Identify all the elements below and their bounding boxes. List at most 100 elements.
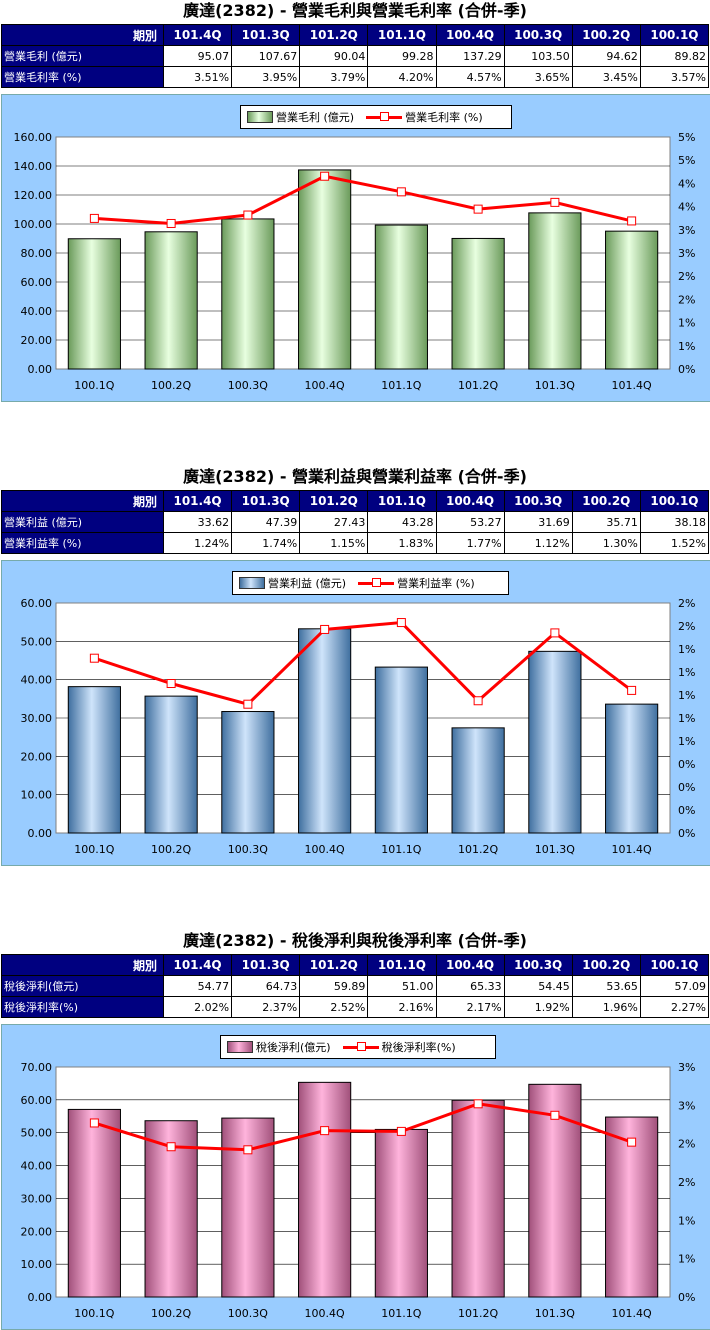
value-cell: 107.67 bbox=[231, 45, 301, 67]
y-tick-label: 0.00 bbox=[28, 1291, 53, 1304]
table-row: 營業毛利率 (%) 3.51% 3.95% 3.79% 4.20% 4.57% 3.65% 3… bbox=[1, 66, 710, 88]
legend-item-line: 營業毛利率 (%) bbox=[366, 109, 483, 125]
y-tick-label: 80.00 bbox=[21, 247, 53, 260]
row-label: 營業利益率 (%) bbox=[1, 532, 164, 554]
y2-tick-label: 3% bbox=[678, 247, 695, 260]
y2-tick-label: 1% bbox=[678, 1214, 695, 1227]
chart-area: 0.00 10.00 20.00 30.00 40.00 50.00 60.00 70.00 0… bbox=[1, 1024, 710, 1330]
value-cell: 3.45% bbox=[571, 66, 641, 88]
y-tick-label: 0.00 bbox=[28, 363, 53, 376]
y2-tick-label: 5% bbox=[678, 131, 695, 144]
bar bbox=[144, 695, 198, 834]
x-tick-label: 100.2Q bbox=[151, 843, 191, 856]
value-cell: 54.77 bbox=[162, 975, 233, 997]
line-point bbox=[320, 624, 330, 634]
bar bbox=[67, 1108, 121, 1298]
value-cell: 89.82 bbox=[639, 45, 710, 67]
value-cell: 1.52% bbox=[639, 532, 710, 554]
data-table: 期別 101.4Q 101.3Q 101.2Q 101.1Q 100.4Q 100.3Q 10… bbox=[1, 24, 710, 88]
x-tick-label: 100.4Q bbox=[305, 843, 345, 856]
line-point bbox=[166, 1142, 176, 1152]
x-tick-label: 100.4Q bbox=[305, 1307, 345, 1320]
legend-item-bar: 營業毛利 (億元) bbox=[247, 109, 354, 125]
x-tick-label: 100.1Q bbox=[74, 379, 114, 392]
line-point bbox=[320, 171, 330, 181]
y-tick-label: 40.00 bbox=[21, 674, 53, 687]
chart-svg: 0.00 20.00 40.00 60.00 80.00 100.00 120.00 140.… bbox=[14, 131, 696, 392]
bar bbox=[221, 218, 275, 370]
period-cell: 101.4Q bbox=[162, 24, 233, 46]
y2-tick-label: 1% bbox=[678, 666, 695, 679]
value-cell: 1.15% bbox=[299, 532, 369, 554]
bar bbox=[144, 1120, 198, 1298]
value-cell: 95.07 bbox=[162, 45, 233, 67]
y2-tick-label: 4% bbox=[678, 177, 695, 190]
bar bbox=[374, 224, 428, 370]
y2-tick-label: 3% bbox=[678, 1099, 695, 1112]
value-cell: 3.65% bbox=[503, 66, 573, 88]
y-tick-label: 10.00 bbox=[21, 789, 53, 802]
x-tick-label: 100.1Q bbox=[74, 1307, 114, 1320]
y-tick-label: 140.00 bbox=[14, 160, 53, 173]
bar bbox=[605, 703, 659, 834]
value-cell: 103.50 bbox=[503, 45, 573, 67]
section-operating-income: 廣達(2382) - 營業利益與營業利益率 (合併-季) 期別 101.4Q 101… bbox=[0, 466, 710, 868]
y-tick-label: 30.00 bbox=[21, 1192, 53, 1205]
value-cell: 4.57% bbox=[435, 66, 505, 88]
y-tick-label: 120.00 bbox=[14, 189, 53, 202]
bar bbox=[67, 686, 121, 834]
legend-item-line: 稅後淨利率(%) bbox=[342, 1039, 456, 1055]
y-tick-label: 100.00 bbox=[14, 218, 53, 231]
period-cell: 100.3Q bbox=[503, 954, 573, 976]
y-tick-label: 20.00 bbox=[21, 334, 53, 347]
line-point bbox=[473, 204, 483, 214]
period-cell: 101.3Q bbox=[231, 490, 301, 512]
value-cell: 1.30% bbox=[571, 532, 641, 554]
y-tick-label: 0.00 bbox=[28, 827, 53, 840]
period-cell: 100.3Q bbox=[503, 490, 573, 512]
legend-item-line: 營業利益率 (%) bbox=[358, 575, 475, 591]
bar bbox=[451, 1099, 505, 1298]
x-tick-label: 101.4Q bbox=[612, 379, 652, 392]
line-point bbox=[166, 218, 176, 228]
bar bbox=[144, 231, 198, 370]
legend-line-label: 稅後淨利率(%) bbox=[381, 1041, 456, 1054]
y2-tick-label: 0% bbox=[678, 804, 695, 817]
y-tick-label: 40.00 bbox=[21, 305, 53, 318]
x-tick-label: 101.2Q bbox=[458, 379, 498, 392]
y-tick-label: 160.00 bbox=[14, 131, 53, 144]
x-tick-label: 100.2Q bbox=[151, 379, 191, 392]
table-row: 營業利益率 (%) 1.24% 1.74% 1.15% 1.83% 1.77% 1.12% 1… bbox=[1, 532, 710, 554]
value-cell: 2.27% bbox=[639, 996, 710, 1018]
value-cell: 43.28 bbox=[367, 511, 437, 533]
y2-tick-label: 1% bbox=[678, 340, 695, 353]
x-tick-label: 100.3Q bbox=[228, 379, 268, 392]
x-tick-label: 101.2Q bbox=[458, 1307, 498, 1320]
chart-svg: 0.00 10.00 20.00 30.00 40.00 50.00 60.00 0% 0% 0%… bbox=[21, 597, 696, 856]
value-cell: 1.77% bbox=[435, 532, 505, 554]
x-tick-label: 101.4Q bbox=[612, 1307, 652, 1320]
value-cell: 137.29 bbox=[435, 45, 505, 67]
chart-area: 0.00 20.00 40.00 60.00 80.00 100.00 120.00 140.… bbox=[1, 94, 710, 402]
bar bbox=[298, 169, 352, 370]
period-cell: 101.3Q bbox=[231, 24, 301, 46]
period-cell: 101.1Q bbox=[367, 954, 437, 976]
bar bbox=[374, 666, 428, 834]
section-title: 廣達(2382) - 營業毛利與營業毛利率 (合併-季) bbox=[183, 1, 527, 20]
section-title: 廣達(2382) - 稅後淨利與稅後淨利率 (合併-季) bbox=[183, 931, 527, 950]
y2-tick-label: 1% bbox=[678, 1253, 695, 1266]
value-cell: 2.16% bbox=[367, 996, 437, 1018]
y-tick-label: 20.00 bbox=[21, 750, 53, 763]
y-tick-label: 20.00 bbox=[21, 1225, 53, 1238]
value-cell: 2.17% bbox=[435, 996, 505, 1018]
y-tick-label: 70.00 bbox=[21, 1061, 53, 1074]
y2-tick-label: 1% bbox=[678, 317, 695, 330]
y-tick-label: 60.00 bbox=[21, 597, 53, 610]
value-cell: 1.74% bbox=[231, 532, 301, 554]
row-label: 營業毛利率 (%) bbox=[1, 66, 164, 88]
y2-tick-label: 0% bbox=[678, 758, 695, 771]
value-cell: 59.89 bbox=[299, 975, 369, 997]
value-cell: 33.62 bbox=[162, 511, 233, 533]
legend-bar-swatch bbox=[227, 1041, 253, 1053]
value-cell: 35.71 bbox=[571, 511, 641, 533]
